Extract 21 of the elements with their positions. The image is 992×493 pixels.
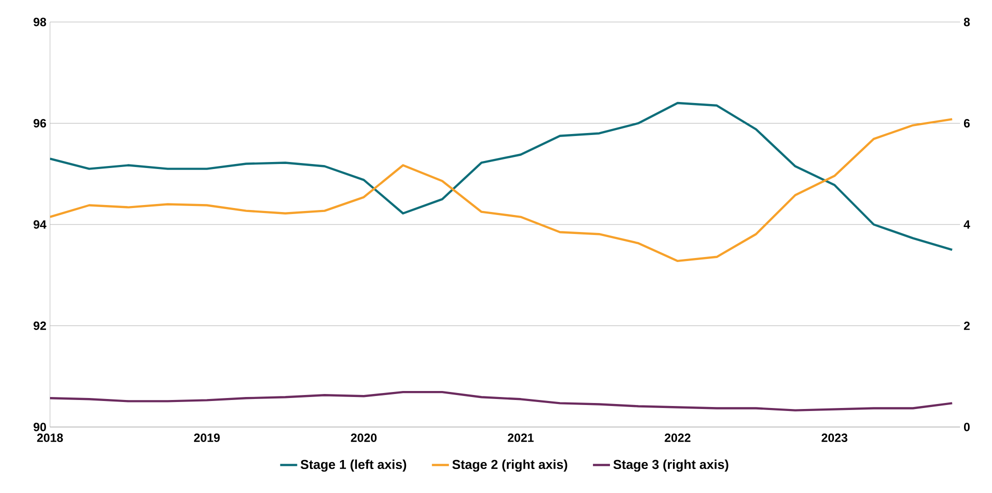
legend-label: Stage 3 (right axis) [613, 460, 728, 472]
x-tick-label: 2018 [37, 434, 63, 442]
x-tick-label: 2023 [822, 434, 848, 442]
legend-label: Stage 1 (left axis) [300, 460, 406, 472]
y2-tick-label: 8 [964, 18, 970, 26]
line-series [50, 102, 954, 251]
x-tick-label: 2022 [664, 434, 690, 442]
y2-tick-label: 0 [964, 422, 970, 432]
y-tick-label: 92 [34, 322, 46, 330]
y-tick-label: 98 [34, 18, 46, 26]
x-tick-label: 2020 [350, 434, 377, 442]
y2-tick-label: 2 [964, 322, 970, 330]
x-tick-label: 2021 [508, 434, 534, 442]
y2-tick-label: 6 [964, 119, 970, 128]
x-tick-label: 2019 [194, 434, 220, 442]
y-tick-label: 94 [34, 220, 46, 229]
y2-tick-label: 4 [964, 220, 970, 229]
y-tick-label: 90 [34, 422, 46, 432]
y-tick-label: 96 [34, 119, 46, 128]
line-series [50, 118, 954, 262]
legend-label: Stage 2 (right axis) [452, 460, 568, 472]
